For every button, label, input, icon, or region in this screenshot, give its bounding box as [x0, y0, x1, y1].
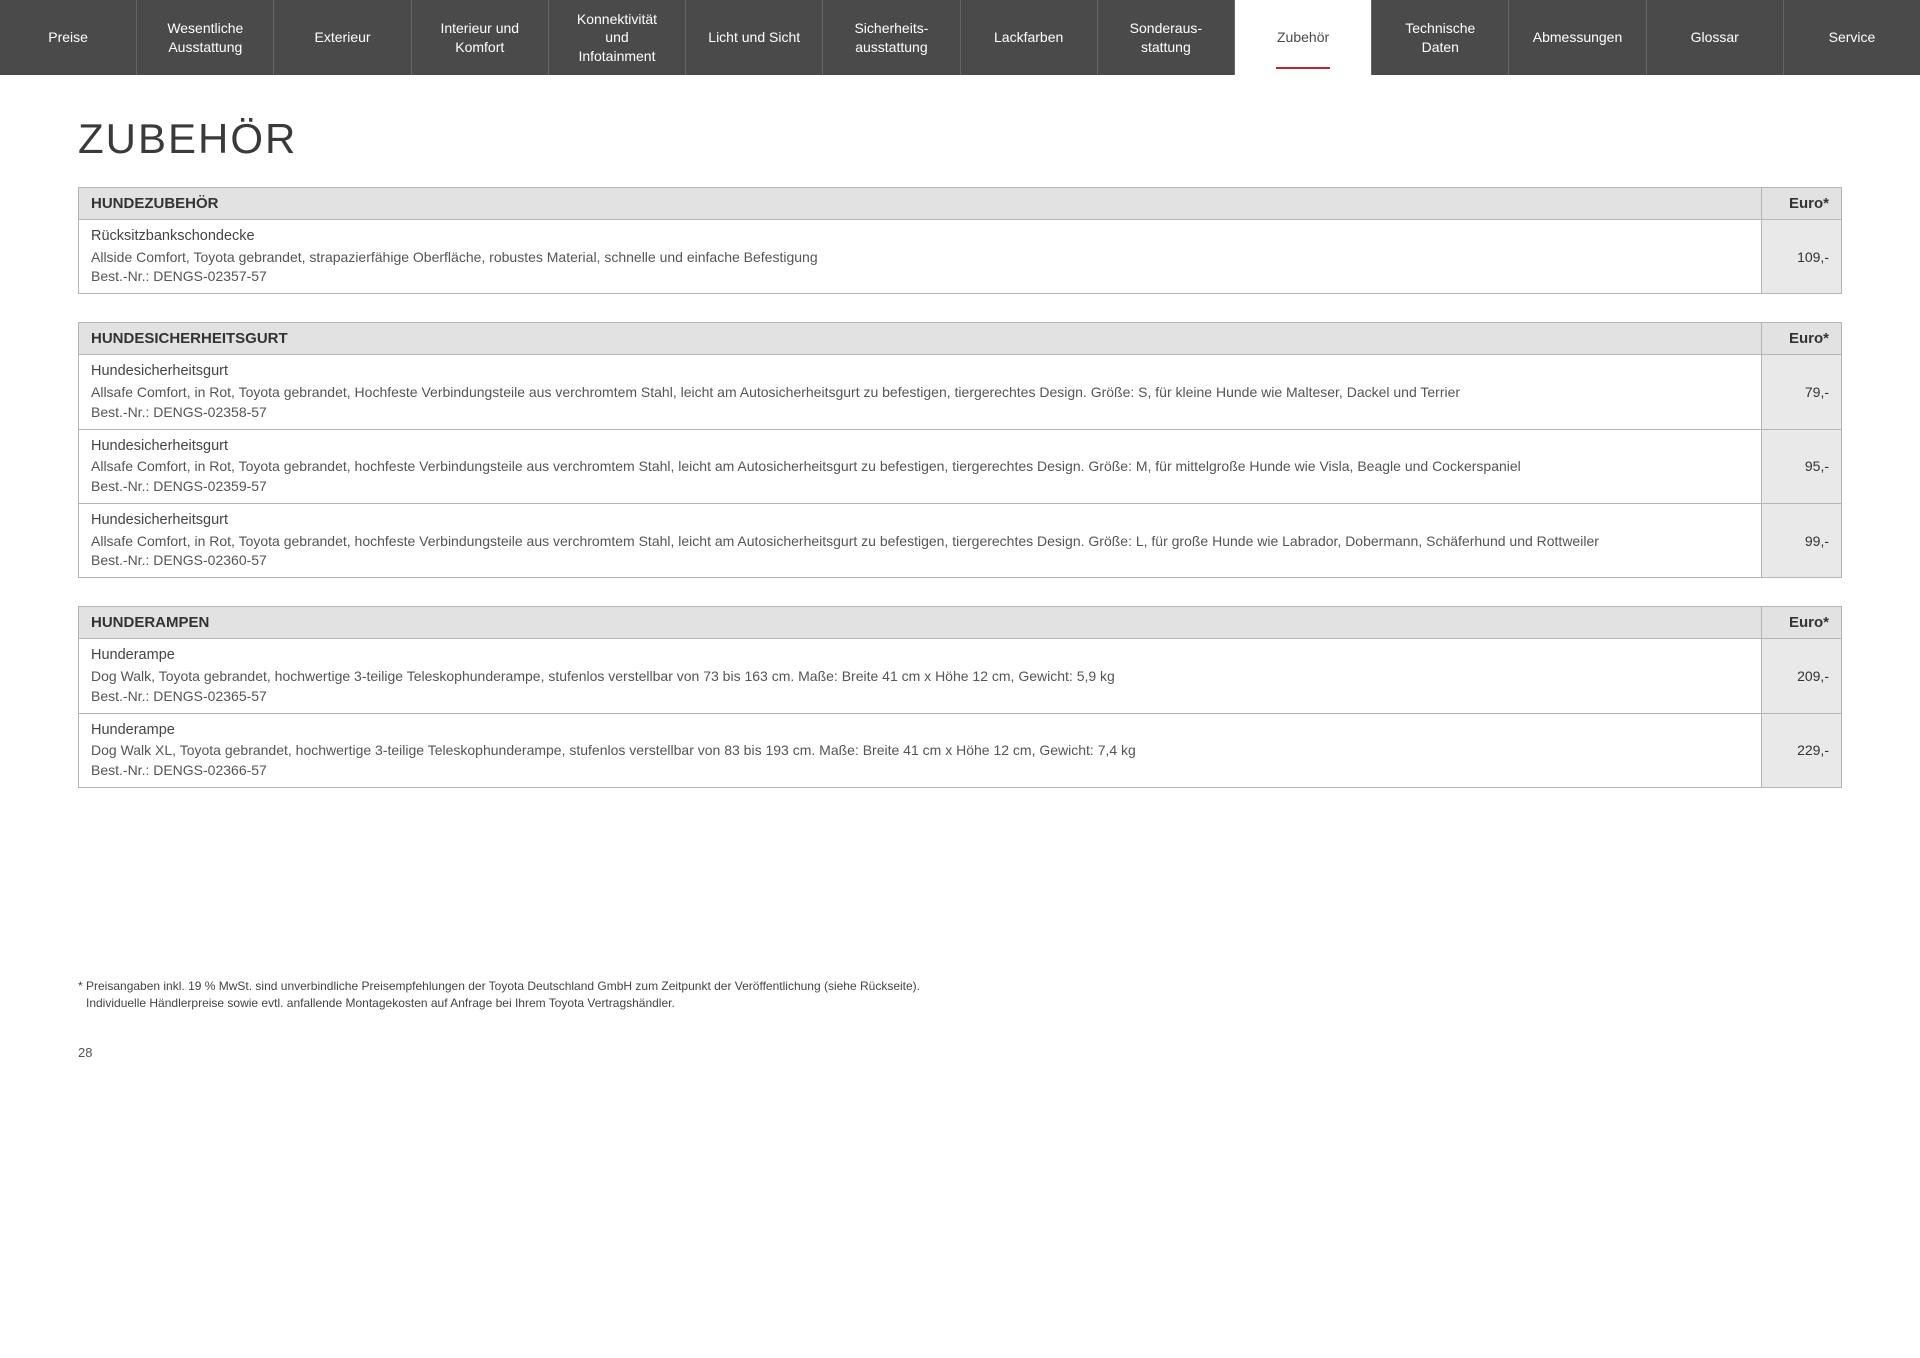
nav-tab-6[interactable]: Sicherheits- ausstattung [823, 0, 960, 75]
table-row: HunderampeDog Walk, Toyota gebrandet, ho… [79, 639, 1842, 713]
nav-tab-8[interactable]: Sonderaus- stattung [1098, 0, 1235, 75]
nav-tab-2[interactable]: Exterieur [274, 0, 411, 75]
page-number: 28 [78, 1045, 1842, 1060]
price-header: Euro* [1762, 323, 1842, 355]
nav-tab-11[interactable]: Abmessungen [1509, 0, 1646, 75]
section-table: HUNDEZUBEHÖREuro*RücksitzbankschondeckeA… [78, 187, 1842, 294]
page-title: ZUBEHÖR [78, 115, 1842, 163]
item-price: 229,- [1762, 713, 1842, 787]
sections-container: HUNDEZUBEHÖREuro*RücksitzbankschondeckeA… [78, 187, 1842, 788]
item-order-no: Best.-Nr.: DENGS-02359-57 [91, 477, 1749, 496]
table-row: HundesicherheitsgurtAllsafe Comfort, in … [79, 504, 1842, 578]
item-order-no: Best.-Nr.: DENGS-02366-57 [91, 761, 1749, 780]
item-order-no: Best.-Nr.: DENGS-02360-57 [91, 551, 1749, 570]
item-desc: Allsafe Comfort, in Rot, Toyota gebrande… [91, 532, 1749, 551]
page-body: ZUBEHÖR HUNDEZUBEHÖREuro*Rücksitzbanksch… [0, 75, 1920, 1060]
footnote-line2: Individuelle Händlerpreise sowie evtl. a… [78, 995, 1842, 1012]
table-row: HundesicherheitsgurtAllsafe Comfort, in … [79, 355, 1842, 429]
item-description-cell: HunderampeDog Walk XL, Toyota gebrandet,… [79, 713, 1762, 787]
item-price: 109,- [1762, 220, 1842, 294]
item-name: Hundesicherheitsgurt [91, 511, 1749, 531]
item-description-cell: HunderampeDog Walk, Toyota gebrandet, ho… [79, 639, 1762, 713]
item-price: 95,- [1762, 429, 1842, 503]
item-name: Rücksitzbankschondecke [91, 227, 1749, 247]
item-desc: Allsafe Comfort, in Rot, Toyota gebrande… [91, 383, 1749, 402]
price-header: Euro* [1762, 607, 1842, 639]
section-1: HUNDESICHERHEITSGURTEuro*Hundesicherheit… [78, 322, 1842, 578]
item-description-cell: RücksitzbankschondeckeAllside Comfort, T… [79, 220, 1762, 294]
item-desc: Allside Comfort, Toyota gebrandet, strap… [91, 248, 1749, 267]
price-footnote: * Preisangaben inkl. 19 % MwSt. sind unv… [78, 978, 1842, 1013]
section-2: HUNDERAMPENEuro*HunderampeDog Walk, Toyo… [78, 606, 1842, 788]
item-name: Hundesicherheitsgurt [91, 362, 1749, 382]
item-order-no: Best.-Nr.: DENGS-02358-57 [91, 403, 1749, 422]
top-nav: PreiseWesentliche AusstattungExterieurIn… [0, 0, 1920, 75]
table-row: RücksitzbankschondeckeAllside Comfort, T… [79, 220, 1842, 294]
nav-tab-12[interactable]: Glossar [1647, 0, 1784, 75]
item-name: Hundesicherheitsgurt [91, 437, 1749, 457]
footnote-line1: * Preisangaben inkl. 19 % MwSt. sind unv… [78, 979, 920, 993]
nav-tab-3[interactable]: Interieur und Komfort [412, 0, 549, 75]
item-desc: Allsafe Comfort, in Rot, Toyota gebrande… [91, 457, 1749, 476]
section-0: HUNDEZUBEHÖREuro*RücksitzbankschondeckeA… [78, 187, 1842, 294]
nav-tab-1[interactable]: Wesentliche Ausstattung [137, 0, 274, 75]
item-description-cell: HundesicherheitsgurtAllsafe Comfort, in … [79, 355, 1762, 429]
section-table: HUNDERAMPENEuro*HunderampeDog Walk, Toyo… [78, 606, 1842, 788]
nav-tab-10[interactable]: Technische Daten [1372, 0, 1509, 75]
nav-tab-5[interactable]: Licht und Sicht [686, 0, 823, 75]
nav-tab-4[interactable]: Konnektivität und Infotainment [549, 0, 686, 75]
table-row: HundesicherheitsgurtAllsafe Comfort, in … [79, 429, 1842, 503]
item-description-cell: HundesicherheitsgurtAllsafe Comfort, in … [79, 504, 1762, 578]
nav-tab-7[interactable]: Lackfarben [961, 0, 1098, 75]
section-table: HUNDESICHERHEITSGURTEuro*Hundesicherheit… [78, 322, 1842, 578]
nav-tab-0[interactable]: Preise [0, 0, 137, 75]
item-price: 209,- [1762, 639, 1842, 713]
item-description-cell: HundesicherheitsgurtAllsafe Comfort, in … [79, 429, 1762, 503]
section-title: HUNDESICHERHEITSGURT [79, 323, 1762, 355]
item-name: Hunderampe [91, 646, 1749, 666]
nav-tab-13[interactable]: Service [1784, 0, 1920, 75]
item-desc: Dog Walk, Toyota gebrandet, hochwertige … [91, 667, 1749, 686]
section-title: HUNDEZUBEHÖR [79, 188, 1762, 220]
item-order-no: Best.-Nr.: DENGS-02357-57 [91, 267, 1749, 286]
table-row: HunderampeDog Walk XL, Toyota gebrandet,… [79, 713, 1842, 787]
nav-tab-9[interactable]: Zubehör [1235, 0, 1372, 75]
item-price: 79,- [1762, 355, 1842, 429]
item-name: Hunderampe [91, 721, 1749, 741]
price-header: Euro* [1762, 188, 1842, 220]
item-desc: Dog Walk XL, Toyota gebrandet, hochwerti… [91, 741, 1749, 760]
item-order-no: Best.-Nr.: DENGS-02365-57 [91, 687, 1749, 706]
section-title: HUNDERAMPEN [79, 607, 1762, 639]
item-price: 99,- [1762, 504, 1842, 578]
